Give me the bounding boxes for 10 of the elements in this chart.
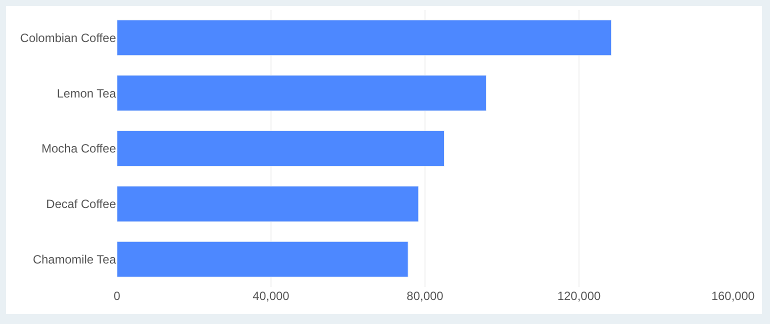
y-tick-label: Mocha Coffee	[42, 142, 116, 156]
y-tick-label: Chamomile Tea	[32, 252, 116, 266]
y-tick-label: Colombian Coffee	[20, 30, 116, 45]
x-tick-label: 160,000	[711, 289, 756, 303]
x-tick-label: 40,000	[252, 289, 290, 303]
x-tick-label: 0	[114, 289, 121, 303]
y-tick-label: Decaf Coffee	[46, 197, 116, 212]
x-tick-label: 80,000	[406, 289, 444, 303]
x-tick-label: 120,000	[557, 289, 602, 303]
y-tick-label: Lemon Tea	[56, 86, 116, 100]
